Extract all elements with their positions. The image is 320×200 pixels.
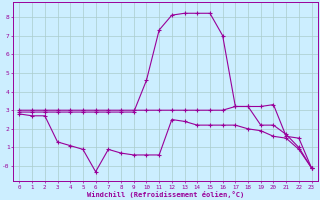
X-axis label: Windchill (Refroidissement éolien,°C): Windchill (Refroidissement éolien,°C) (87, 191, 244, 198)
